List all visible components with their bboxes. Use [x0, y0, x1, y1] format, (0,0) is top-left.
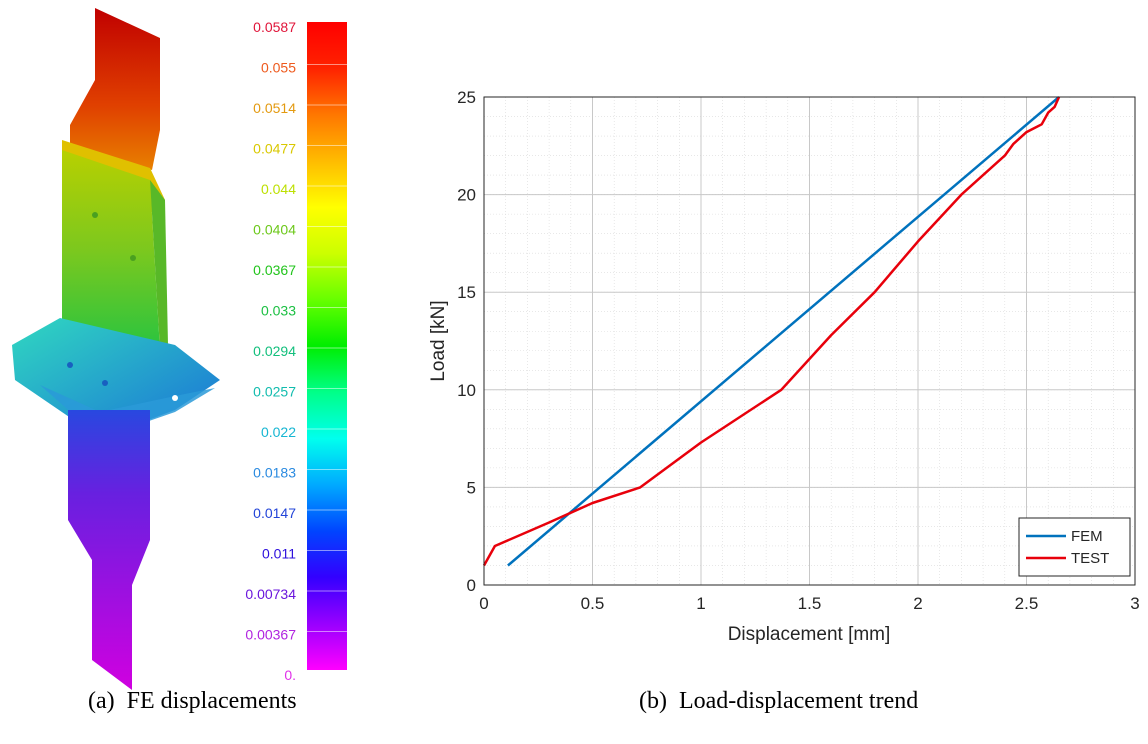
colorbar-tick-label: 0.0514	[253, 100, 296, 116]
colorbar-tick-label: 0.	[284, 667, 296, 683]
colorbar-tick-label: 0.0257	[253, 384, 296, 400]
x-tick-label: 0	[479, 594, 488, 613]
plot-frame	[483, 96, 1136, 586]
legend-box	[1018, 517, 1131, 577]
colorbar-labels: 0.0587 0.055 0.0514 0.0477 0.044 0.0404 0.0367…	[245, 19, 296, 683]
x-tick-label: 1.5	[798, 594, 822, 613]
legend-items: FEM TEST	[1026, 528, 1109, 567]
x-tick-label: 2.5	[1015, 594, 1039, 613]
colorbar-tick-label: 0.022	[261, 424, 296, 440]
fe-hole	[130, 255, 136, 261]
colorbar-bar	[307, 22, 347, 670]
colorbar-tick-label: 0.044	[261, 181, 296, 197]
colorbar-tick-label: 0.00734	[245, 586, 296, 602]
series-line-fem	[507, 96, 1060, 567]
y-tick-label: 0	[467, 576, 476, 595]
series-lines	[482, 96, 1061, 567]
legend-label-fem: FEM	[1071, 528, 1103, 545]
fe-hole	[172, 395, 178, 401]
fe-green-side	[150, 180, 168, 350]
colorbar: 0.0587 0.055 0.0514 0.0477 0.044 0.0404 0.0367…	[245, 19, 347, 683]
fe-green-plate	[62, 150, 160, 350]
colorbar-tick-label: 0.055	[261, 60, 296, 76]
x-tick-label: 0.5	[581, 594, 605, 613]
caption-fe-displacements: (a) FE displacements	[88, 688, 297, 714]
y-tick-label: 10	[457, 381, 476, 400]
legend: FEM TEST	[1018, 517, 1131, 577]
colorbar-ticks	[307, 64, 347, 632]
x-tick-label: 3	[1130, 594, 1139, 613]
fe-model-illustration	[12, 8, 220, 690]
colorbar-tick-label: 0.0183	[253, 465, 296, 481]
y-tick-label: 15	[457, 283, 476, 302]
y-tick-label: 20	[457, 186, 476, 205]
colorbar-tick-label: 0.00367	[245, 627, 296, 643]
y-tick-labels: 0 5 10 15 20 25	[457, 88, 476, 595]
x-tick-label: 1	[696, 594, 705, 613]
load-displacement-chart: 0 0.5 1 1.5 2 2.5 3 0 5 10 15 20 25 Displacement [m…	[428, 88, 1140, 645]
fe-hole	[67, 362, 73, 368]
colorbar-tick-label: 0.0294	[253, 343, 296, 359]
colorbar-tick-label: 0.0367	[253, 262, 296, 278]
colorbar-tick-label: 0.0477	[253, 141, 296, 157]
colorbar-tick-label: 0.0404	[253, 222, 296, 238]
x-tick-labels: 0 0.5 1 1.5 2 2.5 3	[479, 594, 1139, 613]
legend-label-test: TEST	[1071, 550, 1109, 567]
fe-hole	[92, 212, 98, 218]
caption-load-displacement: (b) Load-displacement trend	[639, 688, 919, 714]
colorbar-tick-label: 0.0147	[253, 505, 296, 521]
y-tick-label: 25	[457, 88, 476, 107]
colorbar-tick-label: 0.011	[262, 546, 296, 562]
y-axis-label: Load [kN]	[428, 300, 449, 381]
series-line-test	[482, 96, 1061, 567]
fe-bottom-strip	[68, 410, 150, 690]
x-axis-label: Displacement [mm]	[728, 624, 891, 645]
fe-hole	[102, 380, 108, 386]
colorbar-tick-label: 0.0587	[253, 19, 296, 35]
fe-top-tab	[70, 8, 160, 170]
x-tick-label: 2	[913, 594, 922, 613]
y-tick-label: 5	[467, 478, 476, 497]
colorbar-tick-label: 0.033	[261, 303, 296, 319]
